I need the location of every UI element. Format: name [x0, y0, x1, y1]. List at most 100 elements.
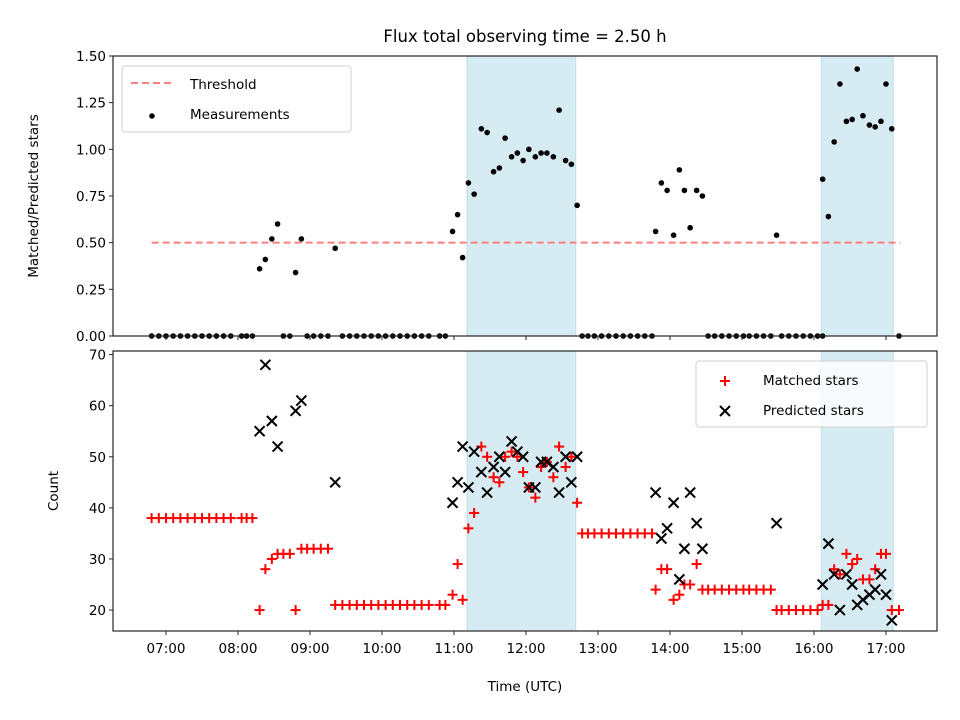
- matched-star-point: [834, 569, 845, 580]
- matched-star-point: [530, 492, 541, 503]
- x-marker-b: [456, 440, 469, 453]
- predicted-star-point: [259, 359, 272, 371]
- predicted-star-point: [886, 614, 898, 626]
- x-tick-label: 09:00: [291, 641, 330, 657]
- x-tick-label: 16:00: [795, 641, 834, 657]
- measurement-point: [449, 228, 456, 235]
- predicted-star-point: [667, 497, 680, 509]
- x-tick-label: 13:00: [579, 641, 618, 657]
- measurement-point: [699, 193, 706, 199]
- x-marker-b: [511, 445, 524, 458]
- predicted-star-point: [446, 497, 459, 509]
- x-marker-b: [481, 486, 493, 499]
- matched-star-point: [841, 548, 852, 559]
- matched-star-point: [647, 528, 657, 539]
- x-marker-b: [661, 522, 673, 535]
- x-marker-b: [451, 476, 464, 489]
- x-tick-label: 08:00: [219, 641, 258, 657]
- measurement-point: [544, 150, 550, 156]
- predicted-star-point: [481, 486, 493, 499]
- measurement-point: [478, 126, 485, 132]
- measurement-point: [658, 180, 665, 186]
- top-shaded-intervals: [466, 55, 894, 337]
- measurement-point: [872, 124, 878, 130]
- matched-star-point: [852, 553, 863, 564]
- legend-measurements-swatch: [149, 113, 155, 119]
- matched-star-point: [500, 451, 511, 462]
- matched-star-point: [463, 523, 474, 534]
- x-marker-b: [462, 481, 475, 494]
- chart-title: Flux total observing time = 2.50 h: [383, 27, 666, 46]
- legend-box: [121, 65, 352, 133]
- measurement-point: [526, 146, 532, 153]
- predicted-star-point: [684, 486, 696, 499]
- predicted-star-point: [840, 568, 853, 580]
- matched-star-point: [548, 472, 559, 483]
- measurement-point: [471, 191, 477, 197]
- predicted-star-point: [271, 440, 284, 453]
- matched-star-point: [560, 461, 571, 472]
- top-legend: Threshold Measurements: [121, 65, 352, 133]
- y-tick-label: 0.25: [76, 282, 106, 298]
- measurement-point: [298, 236, 305, 242]
- measurement-point: [652, 228, 659, 235]
- x-marker-b: [499, 466, 511, 478]
- x-marker-b: [529, 481, 542, 494]
- matched-star-point: [691, 559, 702, 570]
- matched-star-point: [554, 441, 565, 452]
- x-marker-b: [446, 497, 459, 509]
- x-marker-b: [565, 476, 578, 489]
- x-marker-b: [673, 573, 686, 586]
- matched-star-point: [323, 543, 333, 554]
- legend-predicted-label: Predicted stars: [763, 403, 864, 419]
- predicted-star-point: [468, 445, 480, 458]
- measurement-point: [465, 180, 472, 186]
- predicted-star-point: [875, 568, 887, 580]
- matched-star-point: [662, 564, 673, 575]
- measurement-point: [332, 245, 339, 252]
- legend-matched-label: Matched stars: [763, 373, 859, 389]
- x-marker-b: [553, 486, 565, 499]
- measurement-point: [883, 81, 889, 87]
- matched-star-point: [512, 451, 523, 462]
- measurement-point: [837, 81, 843, 87]
- measurement-point: [819, 176, 826, 182]
- x-tick-label: 17:00: [867, 641, 906, 657]
- predicted-star-point: [678, 543, 691, 555]
- x-tick-label: 14:00: [651, 641, 690, 657]
- predicted-star-point: [553, 486, 565, 499]
- predicted-star-point: [456, 440, 469, 453]
- predicted-star-point: [529, 481, 542, 494]
- bottom-legend: Matched stars Predicted stars: [695, 360, 928, 428]
- x-marker-b: [289, 405, 302, 417]
- matched-star-point: [290, 605, 301, 616]
- measurement-point: [574, 202, 580, 209]
- matched-star-point: [685, 579, 696, 590]
- x-marker-b: [875, 568, 887, 580]
- predicted-star-point: [661, 522, 673, 535]
- bottom-panel: 20 30 40 50 60 70 07:00 08:00 09:00 10:00 11:00 12…: [46, 348, 938, 695]
- matched-star-point: [494, 477, 505, 488]
- predicted-star-point: [655, 532, 668, 545]
- matched-star-point: [566, 451, 577, 462]
- matched-stars-series: [146, 441, 904, 616]
- x-marker-b: [840, 568, 853, 580]
- x-marker-b: [559, 451, 572, 463]
- predicted-star-point: [505, 435, 518, 448]
- matched-star-point: [668, 594, 679, 605]
- measurement-point: [831, 139, 837, 145]
- predicted-star-point: [266, 415, 278, 427]
- matched-star-point: [823, 599, 834, 610]
- matched-star-point: [870, 564, 881, 575]
- predicted-star-point: [462, 481, 475, 494]
- x-tick-label: 11:00: [435, 641, 474, 657]
- matched-star-point: [506, 446, 517, 457]
- predicted-star-point: [834, 604, 846, 616]
- x-axis-label: Time (UTC): [487, 679, 563, 695]
- measurement-point: [274, 221, 281, 227]
- y-tick-label: 1.50: [76, 49, 106, 65]
- x-marker-b: [547, 461, 560, 473]
- predicted-star-point: [770, 517, 783, 529]
- matched-star-point: [247, 513, 258, 524]
- measurement-point: [502, 135, 508, 141]
